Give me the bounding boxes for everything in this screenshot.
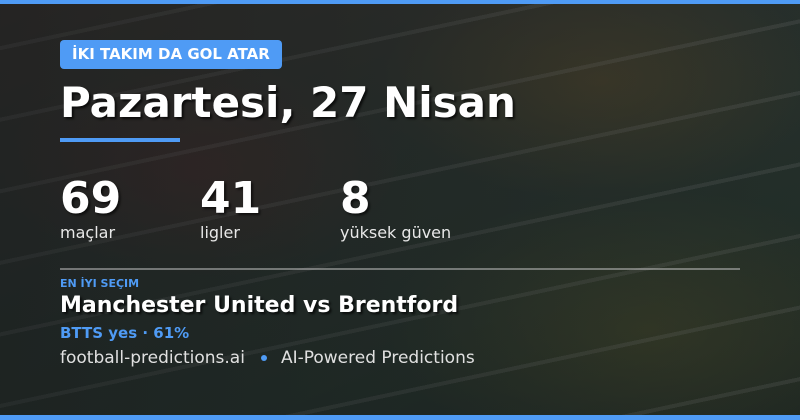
divider: [60, 268, 740, 270]
stat-matches: 69 maçlar: [60, 174, 121, 242]
category-badge: İKI TAKIM DA GOL ATAR: [60, 40, 282, 69]
stat-value: 41: [200, 173, 262, 224]
bottom-accent-bar: [0, 415, 800, 420]
best-pick-label: EN İYI SEÇIM: [60, 277, 140, 290]
best-pick-prediction: BTTS yes · 61%: [60, 324, 190, 342]
top-accent-bar: [0, 0, 800, 4]
page-title: Pazartesi, 27 Nisan: [60, 78, 516, 127]
tagline: AI-Powered Predictions: [280, 348, 475, 368]
title-underline: [60, 138, 180, 142]
stat-high-confidence: 8 yüksek güven: [340, 174, 451, 242]
stat-leagues: 41 ligler: [200, 174, 261, 242]
stat-label: yüksek güven: [340, 223, 452, 242]
site-name: football-predictions.ai: [60, 348, 245, 368]
stat-value: 69: [60, 173, 122, 224]
footer: football-predictions.ai AI-Powered Predi…: [60, 348, 475, 368]
stat-value: 8: [340, 173, 371, 224]
stat-label: maçlar: [60, 223, 116, 242]
stat-label: ligler: [200, 223, 240, 242]
best-pick-match: Manchester United vs Brentford: [60, 293, 459, 318]
bullet-icon: [260, 355, 267, 361]
